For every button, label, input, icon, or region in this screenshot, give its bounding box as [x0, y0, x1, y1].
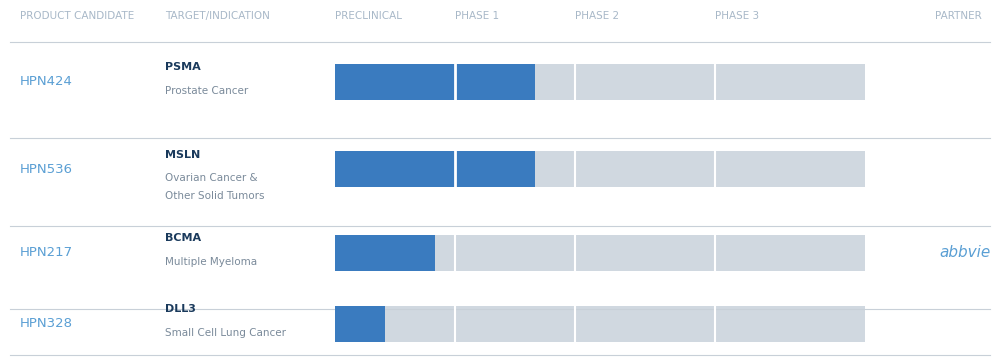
Text: PRODUCT CANDIDATE: PRODUCT CANDIDATE	[20, 11, 134, 21]
Text: Small Cell Lung Cancer: Small Cell Lung Cancer	[165, 328, 286, 338]
Text: HPN217: HPN217	[20, 246, 73, 260]
Text: HPN536: HPN536	[20, 163, 73, 176]
FancyBboxPatch shape	[335, 64, 535, 100]
Text: PSMA: PSMA	[165, 62, 201, 72]
Text: HPN424: HPN424	[20, 75, 73, 88]
FancyBboxPatch shape	[335, 235, 865, 271]
Text: abbvie: abbvie	[939, 245, 991, 261]
FancyBboxPatch shape	[335, 151, 535, 187]
Text: TARGET/INDICATION: TARGET/INDICATION	[165, 11, 270, 21]
Text: Other Solid Tumors: Other Solid Tumors	[165, 191, 264, 201]
Text: PHASE 1: PHASE 1	[455, 11, 499, 21]
FancyBboxPatch shape	[335, 235, 435, 271]
Text: DLL3: DLL3	[165, 304, 196, 314]
Text: Ovarian Cancer &: Ovarian Cancer &	[165, 173, 258, 183]
Text: PRECLINICAL: PRECLINICAL	[335, 11, 402, 21]
Text: Prostate Cancer: Prostate Cancer	[165, 86, 248, 96]
Text: HPN328: HPN328	[20, 317, 73, 331]
Text: PARTNER: PARTNER	[935, 11, 982, 21]
FancyBboxPatch shape	[335, 151, 865, 187]
Text: MSLN: MSLN	[165, 150, 200, 160]
FancyBboxPatch shape	[335, 306, 385, 342]
Text: BCMA: BCMA	[165, 233, 201, 244]
Text: PHASE 3: PHASE 3	[715, 11, 759, 21]
FancyBboxPatch shape	[335, 306, 865, 342]
Text: PHASE 2: PHASE 2	[575, 11, 619, 21]
FancyBboxPatch shape	[335, 64, 865, 100]
Text: Multiple Myeloma: Multiple Myeloma	[165, 257, 257, 267]
